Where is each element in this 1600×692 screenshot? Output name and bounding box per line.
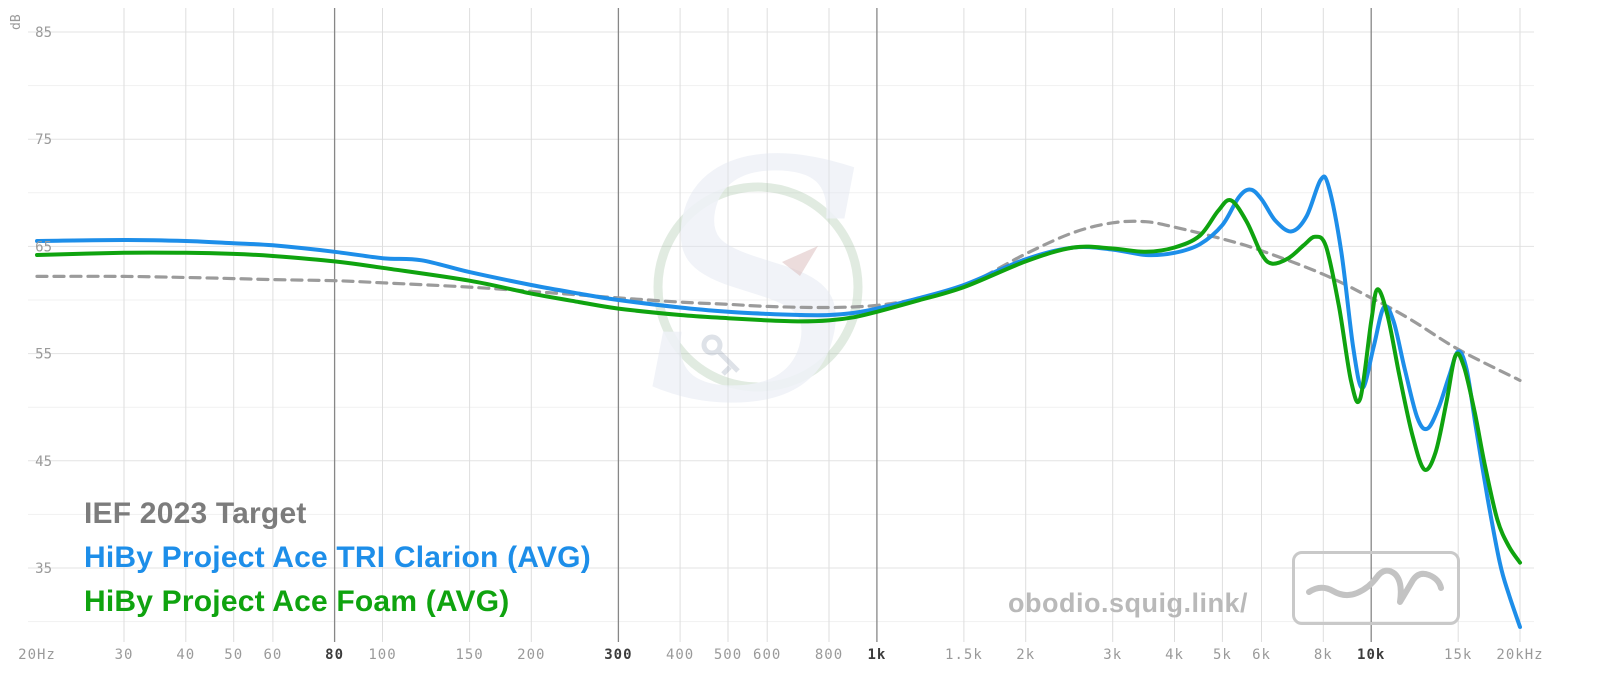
x-tick-label: 60 xyxy=(263,647,282,663)
axis-label-layer: 20Hz 30 40 50 60 80 100 150 200 300 400 500 600 800 1k… xyxy=(18,25,1543,663)
y-tick-label: 55 xyxy=(35,347,52,363)
x-tick-label: 20Hz xyxy=(18,647,56,663)
watermark-compass-circle xyxy=(653,182,863,392)
legend-item-hiby-project-ace-tri-clarion[interactable]: HiBy Project Ace TRI Clarion (AVG) xyxy=(84,541,591,574)
x-tick-label: 20kHz xyxy=(1496,647,1543,663)
series-line-0 xyxy=(35,219,1522,382)
squig-logo-box xyxy=(1292,551,1460,625)
x-tick-label: 8k xyxy=(1314,647,1333,663)
series-line-1 xyxy=(35,174,1522,629)
y-tick-label: 75 xyxy=(35,132,52,148)
x-tick-label: 150 xyxy=(455,647,483,663)
y-tick-label: 35 xyxy=(35,561,52,577)
grid-layer xyxy=(28,8,1534,642)
x-tick-label: 15k xyxy=(1444,647,1472,663)
x-tick-label: 5k xyxy=(1213,647,1232,663)
x-tick-label: 600 xyxy=(753,647,781,663)
x-tick-label: 4k xyxy=(1165,647,1184,663)
squig-watermark-logo: S xyxy=(643,92,869,476)
x-tick-label: 200 xyxy=(517,647,545,663)
watermark-key-icon xyxy=(701,334,740,376)
x-tick-label: 40 xyxy=(176,647,195,663)
legend-item-hiby-project-ace-foam[interactable]: HiBy Project Ace Foam (AVG) xyxy=(84,585,510,618)
y-tick-label: 65 xyxy=(35,239,52,255)
x-tick-label: 800 xyxy=(815,647,843,663)
site-url-text: obodio.squig.link/ xyxy=(1008,588,1248,618)
y-axis-unit-label: dB xyxy=(9,14,24,30)
x-tick-label: 2k xyxy=(1016,647,1035,663)
x-tick-label: 1k xyxy=(867,647,886,663)
legend-item-ief-2023-target[interactable]: IEF 2023 Target xyxy=(84,497,307,530)
x-tick-label: 500 xyxy=(714,647,742,663)
x-tick-label: 300 xyxy=(604,647,632,663)
watermark-s-letter: S xyxy=(643,92,869,476)
x-tick-label: 100 xyxy=(368,647,396,663)
y-tick-label: 45 xyxy=(35,454,52,470)
x-tick-label: 30 xyxy=(115,647,134,663)
x-tick-label: 50 xyxy=(224,647,243,663)
y-tick-label: 85 xyxy=(35,25,52,41)
x-tick-label: 6k xyxy=(1252,647,1271,663)
x-tick-label: 1.5k xyxy=(945,647,983,663)
legend: IEF 2023 Target HiBy Project Ace TRI Cla… xyxy=(84,492,591,624)
x-tick-label: 400 xyxy=(666,647,694,663)
x-tick-label: 80 xyxy=(325,647,344,663)
x-tick-label: 10k xyxy=(1357,647,1385,663)
squig-logo-icon xyxy=(1306,567,1444,605)
x-tick-label: 3k xyxy=(1103,647,1122,663)
series-layer xyxy=(35,174,1522,629)
watermark-compass-needle xyxy=(782,246,818,276)
series-line-2 xyxy=(35,198,1522,565)
